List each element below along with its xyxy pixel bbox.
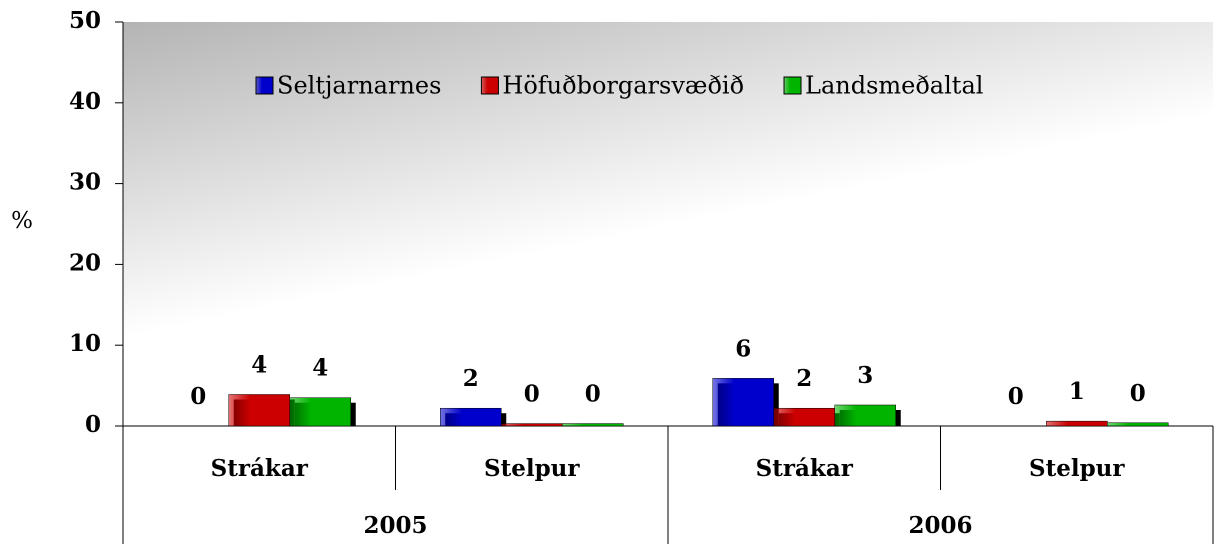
legend-label: Höfuðborgarsvæðið bbox=[502, 72, 744, 100]
y-tick-label: 30 bbox=[69, 169, 101, 196]
legend-label: Landsmeðaltal bbox=[805, 72, 983, 100]
bar bbox=[440, 407, 502, 427]
bar bbox=[712, 378, 774, 427]
bar bbox=[562, 423, 624, 427]
group-label: 2005 bbox=[363, 512, 427, 539]
bar bbox=[289, 397, 351, 427]
data-label: 4 bbox=[251, 351, 267, 378]
y-axis-label: % bbox=[11, 208, 33, 234]
data-label: 2 bbox=[796, 365, 812, 392]
y-tick-label: 20 bbox=[69, 249, 101, 276]
data-label: 6 bbox=[735, 335, 751, 362]
bar bbox=[1107, 422, 1169, 427]
bar bbox=[1046, 420, 1108, 427]
x-tick-label: Stelpur bbox=[1029, 455, 1125, 482]
x-tick-label: Strákar bbox=[756, 455, 854, 482]
data-label: 3 bbox=[857, 362, 873, 389]
bar bbox=[773, 407, 835, 427]
legend-swatch bbox=[480, 76, 499, 95]
legend-label: Seltjarnarnes bbox=[277, 72, 441, 100]
x-tick-label: Stelpur bbox=[484, 455, 580, 482]
plot-background bbox=[123, 22, 1213, 426]
data-label: 2 bbox=[463, 365, 479, 392]
group-label: 2006 bbox=[908, 512, 972, 539]
y-tick-label: 40 bbox=[69, 88, 101, 115]
y-tick-label: 0 bbox=[85, 411, 101, 438]
legend-swatch bbox=[783, 76, 802, 95]
bar bbox=[834, 404, 896, 427]
bar bbox=[228, 394, 290, 427]
bar bbox=[501, 423, 563, 427]
x-tick-label: Strákar bbox=[211, 455, 309, 482]
data-label: 0 bbox=[1008, 383, 1024, 410]
data-label: 0 bbox=[1130, 380, 1146, 407]
data-label: 4 bbox=[312, 355, 328, 382]
data-label: 0 bbox=[524, 381, 540, 408]
data-label: 0 bbox=[190, 383, 206, 410]
legend-swatch bbox=[255, 76, 274, 95]
data-label: 0 bbox=[585, 381, 601, 408]
data-label: 1 bbox=[1069, 378, 1085, 405]
y-tick-label: 50 bbox=[69, 7, 101, 34]
y-tick-label: 10 bbox=[69, 330, 101, 357]
